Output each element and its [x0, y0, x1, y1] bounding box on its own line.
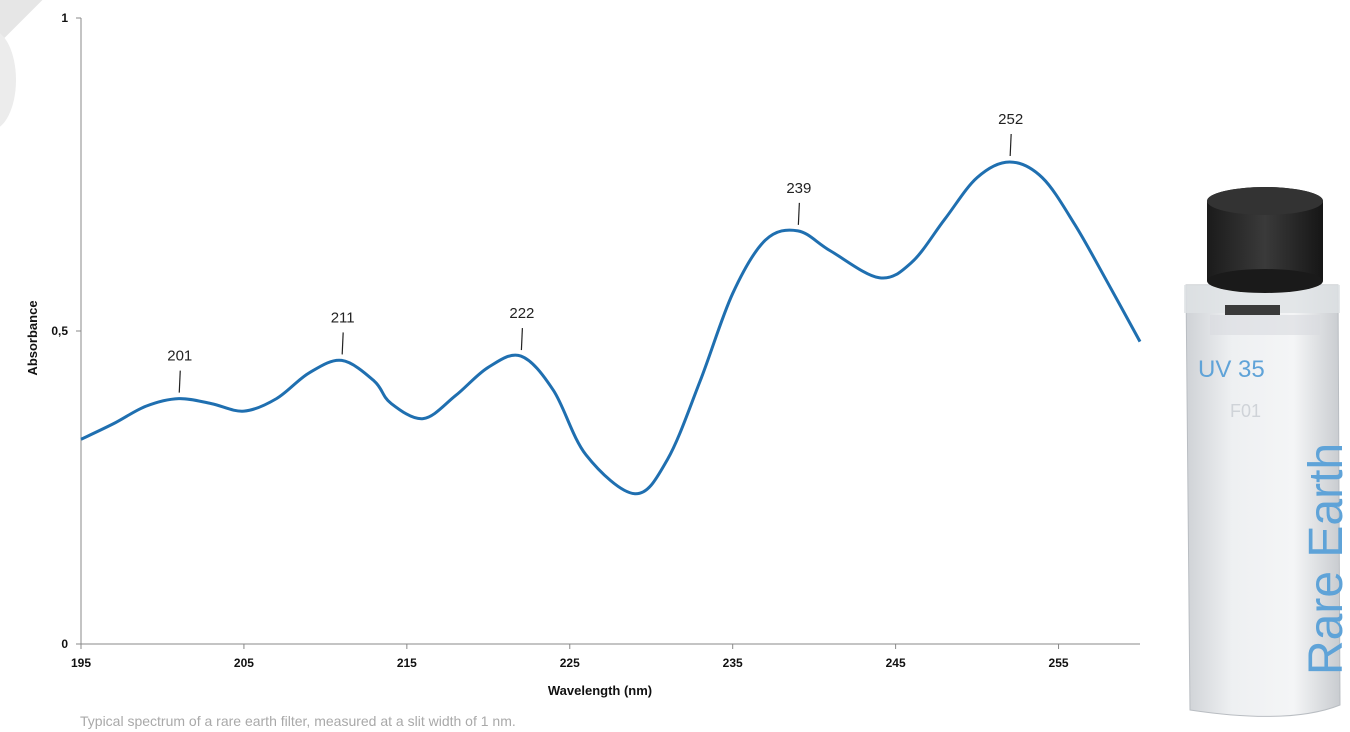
cuvette-label-top: UV 35: [1198, 356, 1265, 383]
x-tick-label: 235: [723, 656, 743, 670]
peak-label: 201: [167, 348, 192, 365]
peak-leader-line: [342, 332, 343, 354]
chart-ticks: 195 205 215 225 235 245 255 0 0,5 1: [51, 11, 1069, 670]
y-axis-title: Absorbance: [25, 300, 40, 375]
x-tick-label: 225: [560, 656, 580, 670]
peak-label: 239: [786, 180, 811, 197]
peak-label: 222: [509, 305, 534, 322]
y-tick-label: 0: [61, 637, 68, 651]
absorbance-series-line: [81, 162, 1140, 494]
y-tick-label: 0,5: [51, 324, 68, 338]
cuvette-label-vertical: Rare Earth: [1300, 443, 1350, 675]
chart-axes: [81, 18, 1140, 644]
peak-leader-line: [521, 328, 522, 350]
peak-label: 252: [998, 111, 1023, 128]
chart-peak-labels: 201 211 222 239 252: [167, 111, 1023, 393]
x-tick-label: 245: [886, 656, 906, 670]
peak-leader-line: [1010, 134, 1011, 156]
peak-leader-line: [798, 203, 799, 225]
peak-label: 211: [331, 309, 355, 326]
figure-caption: Typical spectrum of a rare earth filter,…: [80, 713, 516, 729]
y-tick-label: 1: [61, 11, 68, 25]
x-tick-label: 205: [234, 656, 254, 670]
cuvette-image: UV 35 F01 Rare Earth: [1170, 185, 1350, 730]
cuvette-label-serial: F01: [1230, 401, 1261, 421]
x-tick-label: 255: [1049, 656, 1069, 670]
x-tick-label: 215: [397, 656, 417, 670]
chart-series: [81, 162, 1140, 494]
x-axis-title: Wavelength (nm): [548, 683, 652, 698]
x-tick-label: 195: [71, 656, 91, 670]
peak-leader-line: [179, 371, 180, 393]
